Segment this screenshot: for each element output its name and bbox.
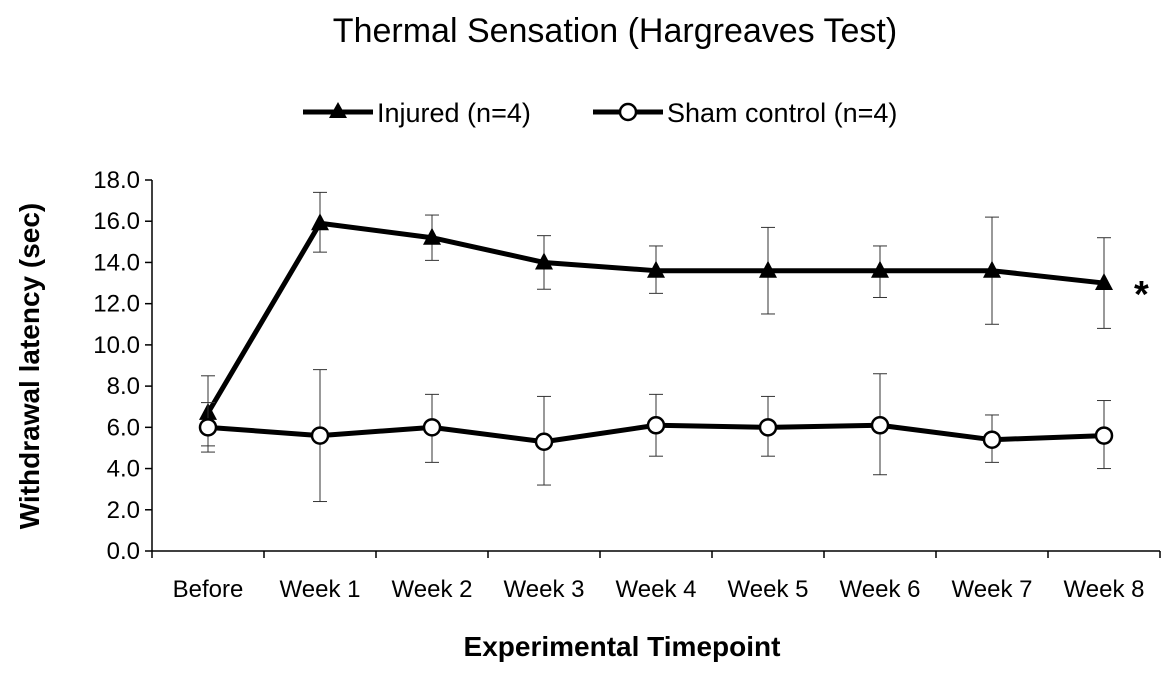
x-axis-title: Experimental Timepoint (464, 631, 781, 662)
y-tick-label: 2.0 (107, 497, 140, 524)
data-point-circle (310, 426, 330, 445)
legend-label-sham: Sham control (n=4) (667, 98, 897, 128)
legend: Injured (n=4) Sham control (n=4) (303, 98, 897, 128)
y-tick-label: 6.0 (107, 414, 140, 441)
x-tick-label: Week 7 (952, 576, 1033, 603)
y-tick-label: 0.0 (107, 538, 140, 565)
data-point-triangle (871, 260, 889, 278)
legend-label-injured: Injured (n=4) (377, 98, 531, 128)
plot-area: * (198, 191, 1149, 503)
y-axis-ticks: 0.0 2.0 4.0 6.0 8.0 10.0 12.0 14.0 16.0 18.0 (93, 167, 152, 565)
data-point-triangle (759, 260, 777, 278)
x-tick-label: Before (173, 576, 244, 603)
series-injured (199, 191, 1113, 447)
data-point-triangle (647, 260, 665, 278)
y-tick-label: 14.0 (93, 249, 140, 276)
data-point-triangle (423, 227, 441, 245)
chart-title: Thermal Sensation (Hargreaves Test) (333, 12, 897, 50)
legend-triangle-marker (329, 102, 347, 118)
data-point-circle (870, 416, 890, 435)
y-tick-label: 4.0 (107, 456, 140, 483)
axes (151, 180, 1160, 552)
y-tick-label: 10.0 (93, 332, 140, 359)
data-point-circle (1094, 426, 1114, 445)
x-tick-label: Week 2 (392, 576, 473, 603)
significance-asterisk: * (1134, 274, 1149, 316)
data-point-triangle (311, 213, 329, 231)
data-point-circle (422, 418, 442, 437)
y-tick-label: 16.0 (93, 208, 140, 235)
x-axis-ticks: Before Week 1 Week 2 Week 3 Week 4 Week 5 Week… (151, 551, 1161, 603)
x-tick-label: Week 3 (504, 576, 585, 603)
data-point-triangle (983, 260, 1001, 278)
x-tick-label: Week 4 (616, 576, 697, 603)
legend-circle-marker (618, 102, 638, 122)
y-tick-label: 12.0 (93, 291, 140, 318)
y-tick-label: 18.0 (93, 167, 140, 194)
data-point-circle (198, 418, 218, 437)
data-point-circle (534, 432, 554, 452)
data-point-circle (982, 430, 1002, 449)
x-tick-label: Week 8 (1064, 576, 1145, 603)
x-tick-label: Week 1 (280, 576, 361, 603)
y-tick-label: 8.0 (107, 373, 140, 400)
x-tick-label: Week 6 (840, 576, 921, 603)
data-point-circle (758, 418, 778, 437)
y-axis-title: Withdrawal latency (sec) (14, 203, 45, 530)
series-sham-control (198, 369, 1114, 503)
data-point-triangle (1095, 273, 1113, 291)
data-point-triangle (535, 252, 553, 270)
data-point-circle (646, 416, 666, 435)
x-tick-label: Week 5 (728, 576, 809, 603)
